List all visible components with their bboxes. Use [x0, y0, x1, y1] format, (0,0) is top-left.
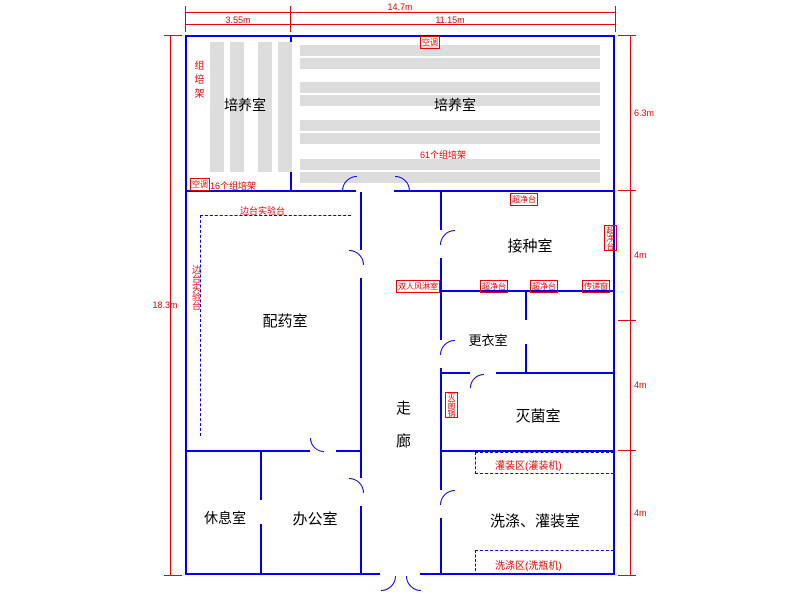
label-ac1: 空调 — [190, 178, 210, 191]
gap-changing — [525, 320, 527, 344]
wall-changing-bottom — [440, 372, 615, 374]
dim-r-t1 — [618, 35, 636, 36]
door-cr-3 — [440, 490, 470, 520]
label-clean-v: 超净台 — [604, 225, 617, 251]
label-bench-h: 边台实验台 — [240, 204, 285, 217]
dim-top-right: 11.15m — [430, 15, 470, 25]
dim-r2: 4m — [634, 250, 647, 260]
label-clean2: 超净台 — [480, 280, 508, 293]
shelf-l-r1b — [300, 58, 600, 69]
dim-r1: 6.3m — [634, 108, 654, 118]
label-passbox: 传递窗 — [582, 280, 610, 293]
label-clean1: 超净台 — [510, 193, 538, 206]
gap-bottom — [380, 573, 420, 575]
label-61racks: 61个组培架 — [420, 148, 466, 161]
room-sterilization: 灭菌室 — [508, 405, 568, 426]
shelf-s4 — [278, 42, 292, 172]
dim-r-t3 — [618, 320, 636, 321]
wall-outer-left — [185, 35, 187, 575]
label-fill: 灌装区(灌装机) — [495, 457, 562, 472]
room-inoculation: 接种室 — [500, 235, 560, 256]
room-changing: 更衣室 — [458, 330, 518, 349]
gap-rest-office — [260, 500, 262, 524]
shelf-l-r2a — [300, 82, 600, 93]
dim-top-tick3 — [615, 6, 616, 32]
room-dispensing: 配药室 — [255, 310, 315, 331]
room-culture-large: 培养室 — [420, 95, 490, 115]
dim-r-t2 — [618, 190, 636, 191]
gap-ster — [470, 372, 496, 374]
label-ac2: 空调 — [420, 36, 440, 49]
dim-r4: 4m — [634, 508, 647, 518]
dim-right-line — [630, 35, 631, 575]
room-washing: 洗涤、灌装室 — [480, 510, 590, 531]
dim-left-total: 18.3m — [150, 300, 180, 310]
label-airshower: 双人风淋室 — [396, 280, 440, 293]
room-rest: 休息室 — [200, 508, 250, 528]
dim-top-total: 14.7m — [380, 2, 420, 12]
shelf-l-r3b — [300, 133, 600, 144]
shelf-l-r3a — [300, 120, 600, 131]
dim-top-tick2 — [290, 6, 291, 32]
door-bottom-r — [406, 561, 436, 591]
dim-r-t4 — [618, 450, 636, 451]
door-ster — [470, 374, 498, 402]
wall-outer-right — [613, 35, 615, 575]
dim-left-tick2 — [164, 575, 182, 576]
door-cr-1 — [440, 230, 470, 260]
wall-outer-top — [185, 35, 615, 37]
dim-top-left: 3.55m — [218, 15, 258, 25]
dim-top-tick1 — [185, 6, 186, 32]
dim-top-line — [185, 12, 615, 13]
label-bench-v: 边台实验台 — [190, 265, 203, 310]
room-culture-small: 培养室 — [210, 95, 280, 115]
label-clean3: 超净台 — [530, 280, 558, 293]
label-sterilizer: 灭菌锅 — [445, 392, 458, 418]
shelf-l-r1a — [300, 45, 600, 56]
room-corridor: 走廊 — [392, 400, 413, 466]
dim-r-t5 — [618, 575, 636, 576]
dim-r3: 4m — [634, 380, 647, 390]
label-16racks: 16个组培架 — [210, 179, 256, 192]
room-office: 办公室 — [285, 508, 345, 529]
door-bottom-l — [366, 561, 396, 591]
dim-left-tick1 — [164, 35, 182, 36]
label-rack-v: 组培架 — [190, 60, 205, 102]
label-wash: 洗涤区(洗瓶机) — [495, 557, 562, 572]
